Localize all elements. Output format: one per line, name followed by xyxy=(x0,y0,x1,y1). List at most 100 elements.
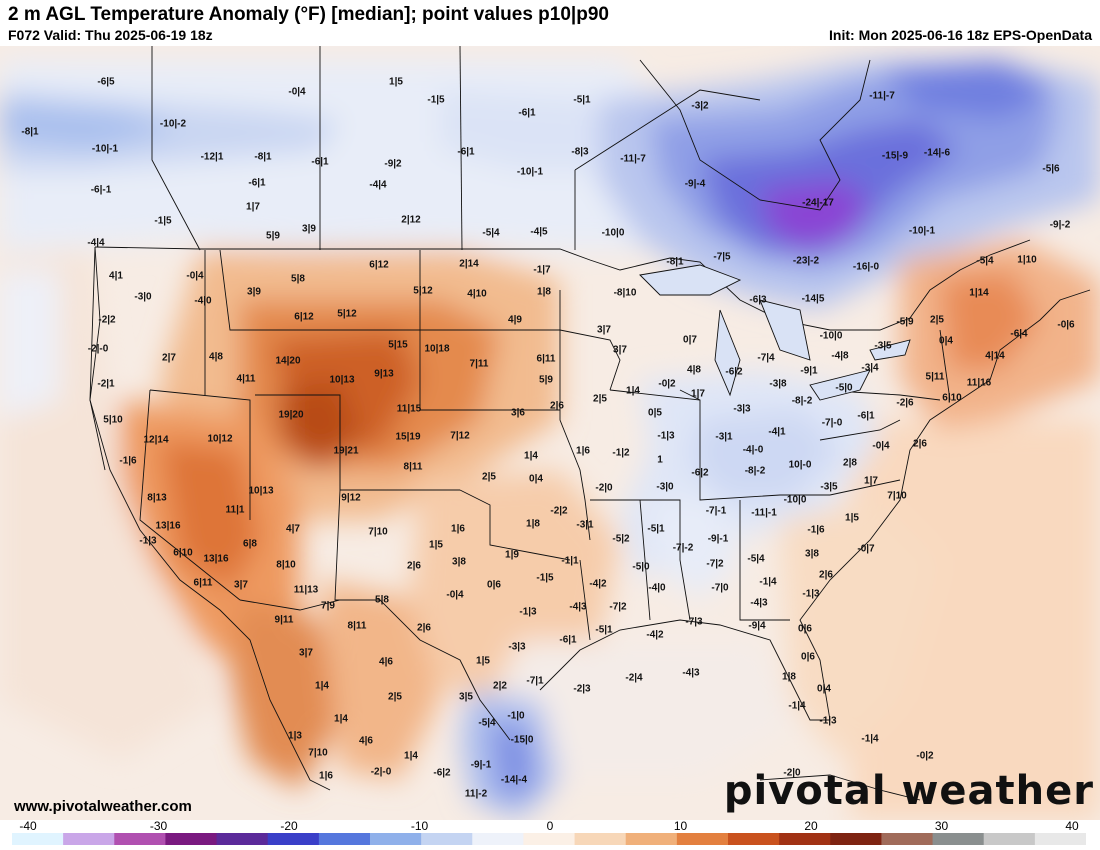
point-value: 0|5 xyxy=(648,407,662,419)
colorbar-tick-label: 10 xyxy=(673,819,688,833)
point-value: 3|8 xyxy=(452,556,466,568)
colorbar-swatch xyxy=(267,833,320,845)
point-value: -7|3 xyxy=(685,616,703,628)
valid-time: F072 Valid: Thu 2025-06-19 18z xyxy=(8,27,213,43)
point-value: -14|-4 xyxy=(500,774,528,786)
point-value: -1|5 xyxy=(427,94,445,106)
colorbar-swatch xyxy=(574,833,627,845)
map-title: 2 m AGL Temperature Anomaly (°F) [median… xyxy=(8,4,609,25)
point-value: -2|6 xyxy=(896,397,914,409)
point-value: 3|5 xyxy=(459,691,473,703)
init-time: Init: Mon 2025-06-16 18z EPS-OpenData xyxy=(829,27,1092,43)
point-value: 5|11 xyxy=(925,371,945,383)
point-value: 1|8 xyxy=(537,286,551,298)
colorbar-swatch xyxy=(114,833,167,845)
point-value: 2|5 xyxy=(930,314,944,326)
point-value: 10|12 xyxy=(207,433,233,445)
point-value: -15|0 xyxy=(510,734,534,746)
point-value: -0|6 xyxy=(1057,319,1075,331)
point-value: -2|2 xyxy=(550,505,568,517)
point-value: -5|6 xyxy=(1042,163,1060,175)
point-value: -24|-17 xyxy=(802,197,834,209)
colorbar-tick-label: -30 xyxy=(149,819,168,833)
point-value: 19|21 xyxy=(333,445,359,457)
point-value: 8|13 xyxy=(147,492,167,504)
point-value: 1|7 xyxy=(691,388,705,400)
point-value: 19|20 xyxy=(278,409,304,421)
point-value: -1|7 xyxy=(533,264,551,276)
point-value: -5|4 xyxy=(478,717,496,729)
point-value: 5|9 xyxy=(539,374,553,386)
point-value: -7|-1 xyxy=(705,505,727,517)
point-value: 1|5 xyxy=(845,512,859,524)
point-value: 8|11 xyxy=(347,620,367,632)
point-value: 2|6 xyxy=(550,400,564,412)
point-value: -6|2 xyxy=(433,767,451,779)
point-value: 1|5 xyxy=(476,655,490,667)
point-value: -5|0 xyxy=(835,382,853,394)
point-value: 1 xyxy=(657,454,663,466)
point-value: -7|2 xyxy=(609,601,627,613)
point-value: -9|-1 xyxy=(707,533,729,545)
point-value: -4|3 xyxy=(682,667,700,679)
point-value: -9|-4 xyxy=(684,178,706,190)
point-value: -2|3 xyxy=(573,683,591,695)
point-value: 5|12 xyxy=(337,308,357,320)
point-value: -7|2 xyxy=(706,558,724,570)
point-value: -4|0 xyxy=(648,582,666,594)
colorbar-tick-label: -10 xyxy=(410,819,429,833)
point-value: 2|5 xyxy=(593,393,607,405)
point-value: -10|-2 xyxy=(159,118,187,130)
point-value: 1|10 xyxy=(1017,254,1037,266)
point-value: 4|10 xyxy=(467,288,487,300)
point-value: -0|4 xyxy=(872,440,890,452)
point-value: -5|2 xyxy=(612,533,630,545)
point-value: 1|4 xyxy=(315,680,329,692)
point-value: -7|0 xyxy=(711,582,729,594)
point-value: 1|6 xyxy=(319,770,333,782)
point-value: -10|0 xyxy=(819,330,843,342)
anomaly-map: -6|5 -0|4 1|5 -1|5 -5|1 -6|1 -3|2 -11|-7 -8|1 -10… xyxy=(0,46,1100,820)
colorbar-tick-label: 30 xyxy=(934,819,949,833)
point-value: -1|3 xyxy=(819,715,837,727)
point-value: -10|-1 xyxy=(908,225,936,237)
point-value: 10|13 xyxy=(329,374,355,386)
point-value: 11|-2 xyxy=(464,788,488,800)
point-value: -10|-1 xyxy=(516,166,544,178)
point-value: -8|-2 xyxy=(791,395,813,407)
point-value: -5|4 xyxy=(482,227,500,239)
point-value: -6|1 xyxy=(311,156,329,168)
point-value: 1|8 xyxy=(526,518,540,530)
point-value: -2|-0 xyxy=(87,343,109,355)
colorbar-swatch xyxy=(932,833,985,845)
point-value: -1|6 xyxy=(807,524,825,536)
point-value: 4|11 xyxy=(236,373,256,385)
point-value: 3|6 xyxy=(511,407,525,419)
point-value: 2|5 xyxy=(482,471,496,483)
point-value: -1|0 xyxy=(507,710,525,722)
point-value: -2|-0 xyxy=(370,766,392,778)
point-value: 5|9 xyxy=(266,230,280,242)
point-value: 4|6 xyxy=(379,656,393,668)
point-value: -9|-1 xyxy=(470,759,492,771)
point-value: 3|7 xyxy=(613,344,627,356)
point-value: -3|4 xyxy=(861,362,879,374)
point-value: -1|1 xyxy=(561,555,579,567)
point-value: -16|-0 xyxy=(852,261,880,273)
point-value: -15|-9 xyxy=(881,150,909,162)
point-value: 6|10 xyxy=(173,547,193,559)
point-value: -23|-2 xyxy=(792,255,820,267)
point-value: -2|1 xyxy=(97,378,115,390)
point-value: 1|4 xyxy=(404,750,418,762)
point-value: 2|6 xyxy=(407,560,421,572)
point-value: -7|-2 xyxy=(672,542,694,554)
point-value: -6|2 xyxy=(691,467,709,479)
point-value: -0|4 xyxy=(446,589,464,601)
anomaly-field xyxy=(0,60,1100,820)
header: 2 m AGL Temperature Anomaly (°F) [median… xyxy=(0,0,1100,46)
colorbar-tick-label: 0 xyxy=(546,819,554,833)
point-value: -4|-0 xyxy=(742,444,764,456)
point-value: -7|4 xyxy=(757,352,775,364)
point-value: 0|6 xyxy=(801,651,815,663)
point-value: 6|11 xyxy=(536,353,556,365)
